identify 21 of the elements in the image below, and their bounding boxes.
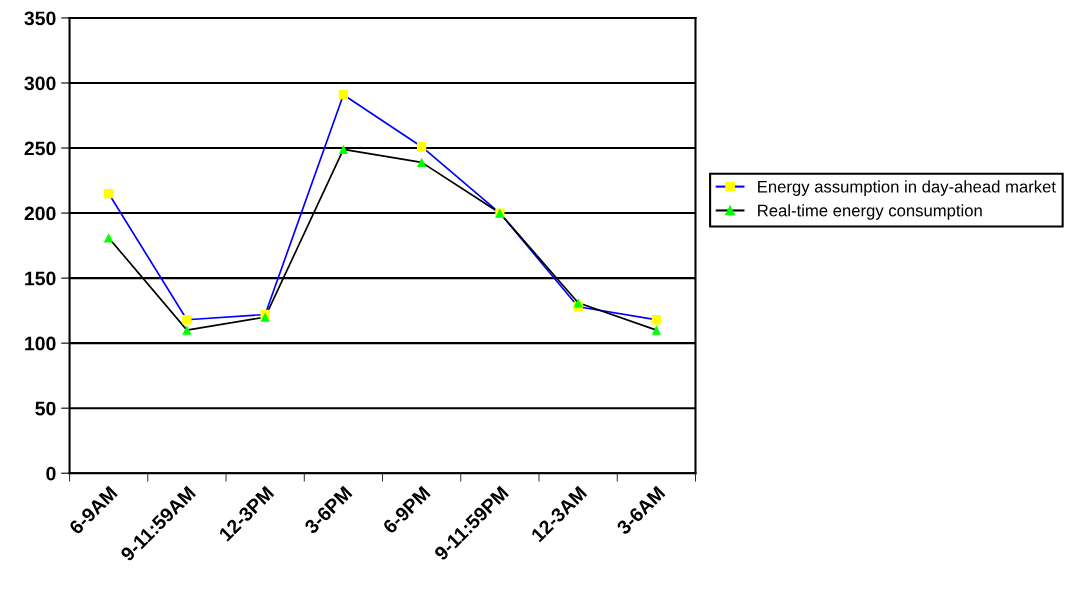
y-tick-label: 100 — [25, 336, 56, 351]
y-tick-label: 150 — [25, 271, 56, 286]
y-tick-label: 350 — [24, 11, 56, 26]
point — [104, 233, 114, 243]
point — [651, 315, 662, 325]
y-tick-label: 250 — [24, 141, 56, 156]
y-tick-label: 0 — [46, 466, 56, 481]
point — [338, 144, 349, 154]
point — [416, 142, 427, 152]
y-tick-label: 50 — [35, 401, 56, 416]
point — [573, 298, 583, 308]
legend-label: Real-time energy consumption — [758, 204, 982, 220]
y-tick-label: 200 — [24, 206, 56, 221]
y-tick-label: 300 — [24, 76, 56, 91]
point — [416, 157, 427, 167]
point — [182, 315, 192, 325]
point — [104, 188, 114, 199]
point — [182, 325, 192, 335]
legend-label: Energy assumption in day-ahead market — [758, 180, 1056, 196]
point — [338, 90, 349, 100]
point — [651, 325, 662, 335]
